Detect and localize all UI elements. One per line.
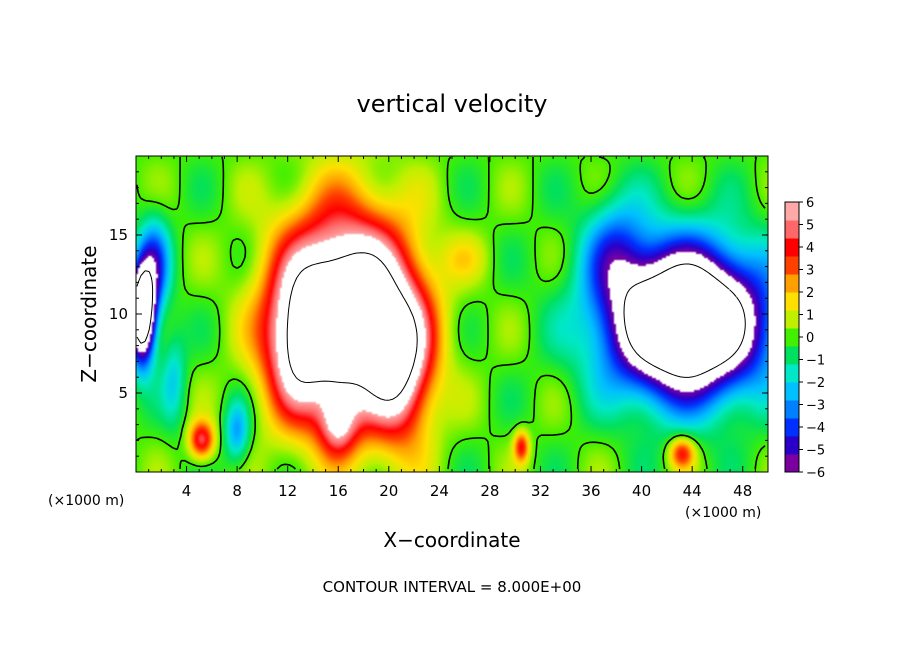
colorbar-swatch xyxy=(785,328,799,347)
contour-level xyxy=(286,252,418,401)
x-tick-label: 32 xyxy=(531,482,550,500)
colorbar-tick-label: 0 xyxy=(806,331,814,346)
contour-level xyxy=(136,263,746,378)
x-tick-label: 20 xyxy=(379,482,398,500)
y-tick-label: 5 xyxy=(118,384,128,402)
x-tick-label: 36 xyxy=(581,482,600,500)
colorbar-swatch xyxy=(785,256,799,275)
colorbar-tick-label: −5 xyxy=(806,444,825,459)
x-tick-label: 48 xyxy=(733,482,752,500)
y-tick-label: 15 xyxy=(109,226,128,244)
x-tick-label: 44 xyxy=(683,482,702,500)
colorbar-tick-label: 5 xyxy=(806,219,814,234)
colorbar-tick-label: 4 xyxy=(806,241,814,256)
x-unit-left: (×1000 m) xyxy=(48,493,124,509)
x-tick-label: 24 xyxy=(430,482,449,500)
x-tick-label: 28 xyxy=(480,482,499,500)
colorbar-swatch xyxy=(785,238,799,257)
x-tick-label: 12 xyxy=(278,482,297,500)
colorbar-swatch xyxy=(785,274,799,293)
plot-area xyxy=(136,156,768,472)
colorbar-tick-label: −2 xyxy=(806,376,825,391)
colorbar: 6 5 4 3 2 1 0 −1 −2 −3 −4 −5 −6 xyxy=(784,196,825,481)
colorbar-tick-label: −4 xyxy=(806,421,825,436)
colorbar-tick-label: −6 xyxy=(806,466,825,481)
x-axis: 4 8 12 16 20 24 28 32 36 40 44 48 xyxy=(148,156,756,500)
contour-interval-note: CONTOUR INTERVAL = 8.000E+00 xyxy=(323,578,582,596)
colorbar-tick-label: 3 xyxy=(806,264,814,279)
velocity-field xyxy=(136,156,768,472)
colorbar-swatch xyxy=(785,400,799,419)
contour-level xyxy=(136,156,766,470)
colorbar-swatch xyxy=(785,454,799,473)
colorbar-swatch xyxy=(785,292,799,311)
colorbar-swatch xyxy=(785,202,799,221)
colorbar-tick-label: −3 xyxy=(806,399,825,414)
colorbar-swatch xyxy=(785,382,799,401)
y-axis-label: Z−coordinate xyxy=(77,245,101,382)
x-tick-label: 40 xyxy=(632,482,651,500)
colorbar-swatch xyxy=(785,436,799,455)
chart-title: vertical velocity xyxy=(357,90,548,118)
colorbar-swatch xyxy=(785,310,799,329)
x-unit-right: (×1000 m) xyxy=(685,505,761,521)
colorbar-tick-label: 6 xyxy=(806,196,814,211)
colorbar-tick-label: 1 xyxy=(806,309,814,324)
colorbar-tick-label: −1 xyxy=(806,354,825,369)
y-tick-label: 10 xyxy=(109,305,128,323)
colorbar-swatch xyxy=(785,418,799,437)
x-tick-label: 16 xyxy=(329,482,348,500)
contour-lines xyxy=(136,156,766,470)
x-tick-label: 8 xyxy=(232,482,242,500)
colorbar-swatch xyxy=(785,346,799,365)
colorbar-swatch xyxy=(785,364,799,383)
colorbar-tick-label: 2 xyxy=(806,286,814,301)
y-axis: 5 10 15 xyxy=(109,171,768,457)
x-axis-label: X−coordinate xyxy=(383,528,520,552)
colorbar-swatch xyxy=(785,220,799,239)
x-tick-label: 4 xyxy=(182,482,192,500)
